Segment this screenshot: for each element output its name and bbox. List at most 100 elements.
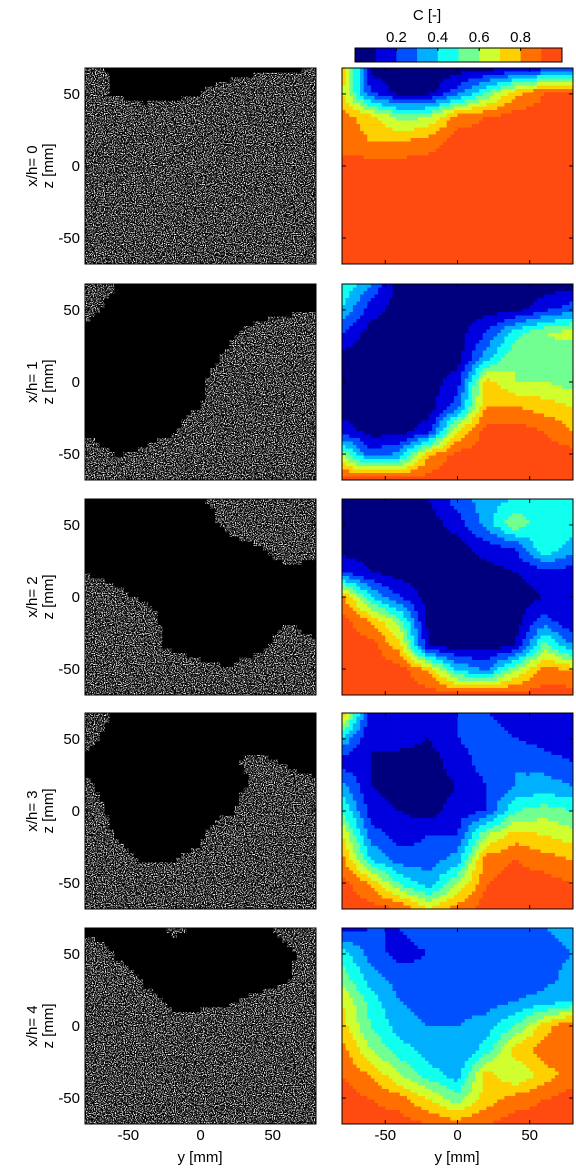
photo-cell — [225, 180, 230, 185]
contour-cell — [418, 163, 422, 167]
contour-cell — [439, 82, 443, 86]
contour-cell — [559, 219, 563, 223]
photo-cell — [95, 87, 100, 92]
contour-cell — [483, 121, 487, 125]
photo-cell — [287, 115, 292, 120]
photo-cell — [302, 124, 307, 129]
photo-cell — [119, 115, 124, 120]
contour-cell — [393, 86, 397, 90]
contour-cell — [497, 72, 501, 76]
contour-cell — [479, 135, 483, 139]
contour-cell — [508, 222, 512, 226]
contour-cell — [479, 222, 483, 226]
contour-cell — [454, 114, 458, 118]
contour-cell — [418, 131, 422, 135]
contour-cell — [465, 194, 469, 198]
contour-cell — [490, 128, 494, 132]
contour-cell — [458, 201, 462, 205]
contour-cell — [461, 222, 465, 226]
contour-cell — [353, 72, 357, 76]
photo-cell — [292, 96, 297, 101]
photo-cell — [181, 157, 186, 162]
contour-cell — [385, 145, 389, 149]
photo-cell — [234, 171, 239, 176]
photo-cell — [292, 77, 297, 82]
contour-cell — [548, 177, 552, 181]
contour-cell — [342, 229, 346, 233]
contour-cell — [418, 75, 422, 79]
contour-cell — [432, 86, 436, 90]
photo-cell — [138, 208, 143, 213]
photo-cell — [244, 194, 249, 199]
contour-cell — [356, 191, 360, 195]
contour-cell — [526, 110, 530, 114]
contour-cell — [454, 107, 458, 111]
photo-cell — [273, 217, 278, 222]
contour-cell — [504, 100, 508, 104]
contour-cell — [519, 173, 523, 177]
photo-cell — [90, 175, 95, 180]
contour-cell — [501, 138, 505, 142]
contour-cell — [364, 177, 368, 181]
contour-cell — [472, 131, 476, 135]
contour-cell — [472, 82, 476, 86]
contour-cell — [458, 156, 462, 160]
photo-cell — [249, 166, 254, 171]
contour-cell — [403, 194, 407, 198]
contour-cell — [349, 149, 353, 153]
photo-cell — [234, 250, 239, 255]
photo-cell — [133, 194, 138, 199]
contour-cell — [486, 159, 490, 163]
photo-cell — [268, 91, 273, 96]
contour-cell — [526, 229, 530, 233]
photo-cell — [109, 152, 114, 157]
photo-cell — [234, 77, 239, 82]
photo-cell — [244, 110, 249, 115]
photo-cell — [244, 227, 249, 232]
contour-cell — [458, 152, 462, 156]
photo-cell — [253, 105, 258, 110]
contour-cell — [342, 135, 346, 139]
photo-cell — [220, 82, 225, 87]
contour-cell — [479, 68, 483, 72]
photo-cell — [302, 203, 307, 208]
contour-cell — [371, 86, 375, 90]
photo-cell — [249, 96, 254, 101]
contour-cell — [530, 177, 534, 181]
contour-cell — [447, 93, 451, 97]
photo-cell — [191, 105, 196, 110]
contour-cell — [367, 156, 371, 160]
contour-cell — [490, 205, 494, 209]
contour-cell — [400, 103, 404, 107]
photo-cell — [133, 157, 138, 162]
contour-cell — [364, 222, 368, 226]
photo-cell — [201, 217, 206, 222]
contour-cell — [479, 187, 483, 191]
contour-cell — [465, 180, 469, 184]
contour-cell — [486, 117, 490, 121]
contour-cell — [439, 163, 443, 167]
photo-cell — [253, 124, 258, 129]
photo-cell — [176, 119, 181, 124]
contour-cell — [537, 96, 541, 100]
contour-cell — [519, 233, 523, 237]
photo-cell — [138, 138, 143, 143]
photo-cell — [292, 129, 297, 134]
contour-cell — [551, 229, 555, 233]
photo-cell — [229, 110, 234, 115]
contour-cell — [436, 86, 440, 90]
photo-cell — [292, 231, 297, 236]
contour-cell — [367, 68, 371, 72]
photo-cell — [225, 194, 230, 199]
contour-cell — [533, 198, 537, 202]
photo-cell — [133, 143, 138, 148]
contour-cell — [559, 180, 563, 184]
contour-cell — [454, 100, 458, 104]
contour-cell — [389, 208, 393, 212]
photo-cell — [172, 161, 177, 166]
contour-cell — [508, 198, 512, 202]
photo-cell — [249, 217, 254, 222]
contour-cell — [472, 124, 476, 128]
contour-cell — [447, 184, 451, 188]
photo-cell — [244, 241, 249, 246]
